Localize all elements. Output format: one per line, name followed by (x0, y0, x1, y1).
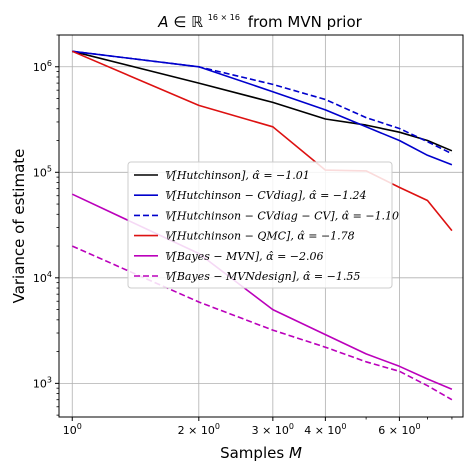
plot-frame (58, 34, 464, 418)
y-axis-ticks: 103 104 105 106 (33, 34, 59, 416)
legend-label-3: 𝕍[Hutchinson − CVdiag − CV], α̂ = −1.10 (164, 209, 399, 222)
x-tick-label: 6 × 100 (378, 422, 420, 437)
y-tick-label: 105 (33, 164, 52, 179)
series-line-2 (72, 50, 453, 166)
y-tick-label: 104 (33, 270, 52, 285)
legend-label-2: 𝕍[Hutchinson − CVdiag], α̂ = −1.24 (164, 189, 367, 202)
series-line-1 (72, 50, 453, 152)
legend-label-6: 𝕍[Bayes − MVNdesign], α̂ = −1.55 (164, 270, 360, 283)
legend-label-5: 𝕍[Bayes − MVN], α̂ = −2.06 (164, 250, 324, 263)
legend-label-1: 𝕍[Hutchinson], α̂ = −1.01 (164, 169, 310, 182)
x-axis-label: Samples M (220, 444, 302, 462)
legend-box (127, 161, 393, 289)
x-tick-label: 4 × 100 (304, 422, 346, 437)
x-tick-label: 3 × 100 (252, 422, 294, 437)
x-tick-label: 100 (63, 422, 82, 437)
y-axis-label: Variance of estimate (10, 149, 28, 304)
series-line-3 (72, 50, 453, 155)
chart-title: A ∈ ℝ 16 × 16 from MVN prior (157, 6, 362, 31)
y-tick-label: 106 (33, 59, 52, 74)
legend: 𝕍[Hutchinson], α̂ = −1.01 𝕍[Hutchinson − … (127, 161, 399, 289)
x-axis-ticks: 100 2 × 100 3 × 100 4 × 100 6 × 100 (63, 417, 453, 437)
x-tick-label: 2 × 100 (178, 422, 220, 437)
legend-label-4: 𝕍[Hutchinson − QMC], α̂ = −1.78 (164, 230, 355, 243)
y-tick-label: 103 (33, 375, 52, 390)
